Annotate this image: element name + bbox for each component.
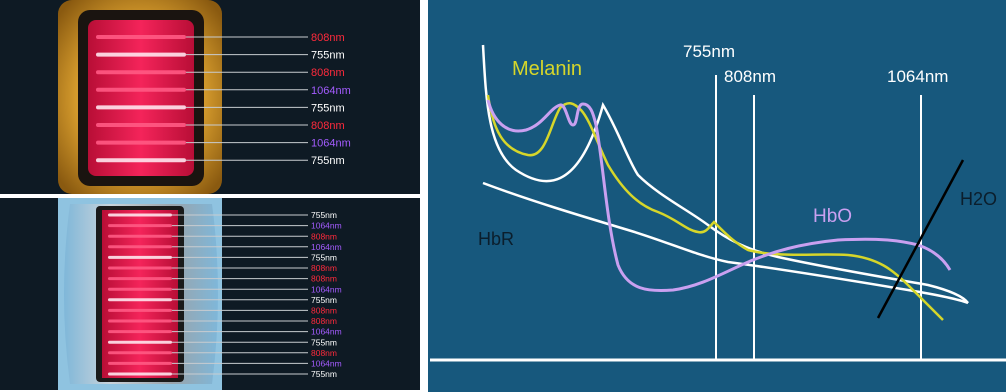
bottom-wavelength-label: 1064nm xyxy=(311,327,342,337)
bottom-wavelength-label: 808nm xyxy=(311,316,337,326)
bottom-wavelength-label: 808nm xyxy=(311,348,337,358)
marker-label-755nm: 755nm xyxy=(683,42,735,61)
bottom-laser-bar xyxy=(108,245,172,249)
hbo-curve xyxy=(486,99,952,293)
melanin-label: Melanin xyxy=(512,58,582,80)
bottom-handpiece-illustration: 755nm1064nm808nm1064nm755nm808nm808nm106… xyxy=(58,198,342,390)
top-wavelength-label: 755nm xyxy=(311,50,345,62)
bottom-laser-bar xyxy=(108,213,172,217)
hbr-upper-curve xyxy=(481,44,970,304)
top-laser-bar xyxy=(96,87,186,92)
h2o-label: H2O xyxy=(960,189,997,209)
bottom-laser-bar xyxy=(108,298,172,302)
bottom-wavelength-label: 1064nm xyxy=(311,242,342,252)
absorption-spectrum-chart: 755nm 808nm 1064nm Melanin HbO HbR H2O xyxy=(430,42,1006,362)
bottom-wavelength-label: 755nm xyxy=(311,252,337,262)
bottom-wavelength-label: 808nm xyxy=(311,274,337,284)
marker-label-1064nm: 1064nm xyxy=(887,67,948,86)
bottom-laser-bar xyxy=(108,340,172,344)
marker-label-808nm: 808nm xyxy=(724,67,776,86)
top-handpiece-illustration: 808nm 755nm 808nm 1064nm 755nm 808nm 1064nm 755… xyxy=(58,0,351,194)
top-wavelength-label: 1064nm xyxy=(311,138,351,150)
laser-window xyxy=(88,20,194,176)
hbo-label: HbO xyxy=(813,206,852,227)
bottom-laser-bar xyxy=(108,287,172,291)
top-wavelength-label: 808nm xyxy=(311,32,345,44)
bottom-laser-bar xyxy=(108,319,172,323)
top-wavelength-label: 755nm xyxy=(311,102,345,114)
bottom-laser-bar xyxy=(108,308,172,312)
bottom-laser-bar xyxy=(108,361,172,365)
top-laser-handpiece-panel: 808nm 755nm 808nm 1064nm 755nm 808nm 1064nm 755… xyxy=(0,0,420,194)
bottom-wavelength-label: 1064nm xyxy=(311,358,342,368)
laser-window xyxy=(102,210,178,378)
top-laser-bar xyxy=(96,140,186,145)
top-laser-bar xyxy=(96,35,186,39)
bottom-wavelength-label: 1064nm xyxy=(311,284,342,294)
h2o-line xyxy=(876,159,965,319)
bottom-wavelength-label: 755nm xyxy=(311,337,337,347)
bottom-wavelength-label: 808nm xyxy=(311,305,337,315)
bottom-laser-bar xyxy=(108,234,172,238)
absorption-spectrum-panel: 755nm 808nm 1064nm Melanin HbO HbR H2O xyxy=(428,0,1006,392)
bottom-laser-bar xyxy=(108,330,172,334)
bottom-wavelength-label: 1064nm xyxy=(311,221,342,231)
top-wavelength-label: 808nm xyxy=(311,120,345,132)
bottom-wavelength-label: 808nm xyxy=(311,263,337,273)
bottom-laser-bar xyxy=(108,351,172,355)
top-wavelength-label: 1064nm xyxy=(311,85,351,97)
hbr-label: HbR xyxy=(478,229,514,249)
top-wavelength-label: 808nm xyxy=(311,67,345,79)
melanin-curve xyxy=(486,94,944,321)
top-wavelength-label: 755nm xyxy=(311,155,345,167)
bottom-wavelength-label: 755nm xyxy=(311,369,337,379)
bottom-laser-handpiece-panel: 755nm 1064nm 808nm 1064nm 755nm 808nm 808nm 106… xyxy=(0,198,420,390)
bottom-wavelength-label: 755nm xyxy=(311,210,337,220)
top-laser-bar xyxy=(96,52,186,57)
bottom-laser-bar xyxy=(108,255,172,259)
bottom-laser-bar xyxy=(108,277,172,281)
top-laser-bar xyxy=(96,70,186,75)
top-laser-bar xyxy=(96,123,186,127)
bottom-laser-bar xyxy=(108,266,172,270)
bottom-wavelength-label: 755nm xyxy=(311,295,337,305)
bottom-wavelength-label: 808nm xyxy=(311,231,337,241)
top-laser-bar xyxy=(96,105,186,110)
bottom-laser-bar xyxy=(108,224,172,228)
hbr-curve xyxy=(482,181,969,305)
bottom-laser-bar xyxy=(108,372,172,376)
top-laser-bar xyxy=(96,158,186,163)
